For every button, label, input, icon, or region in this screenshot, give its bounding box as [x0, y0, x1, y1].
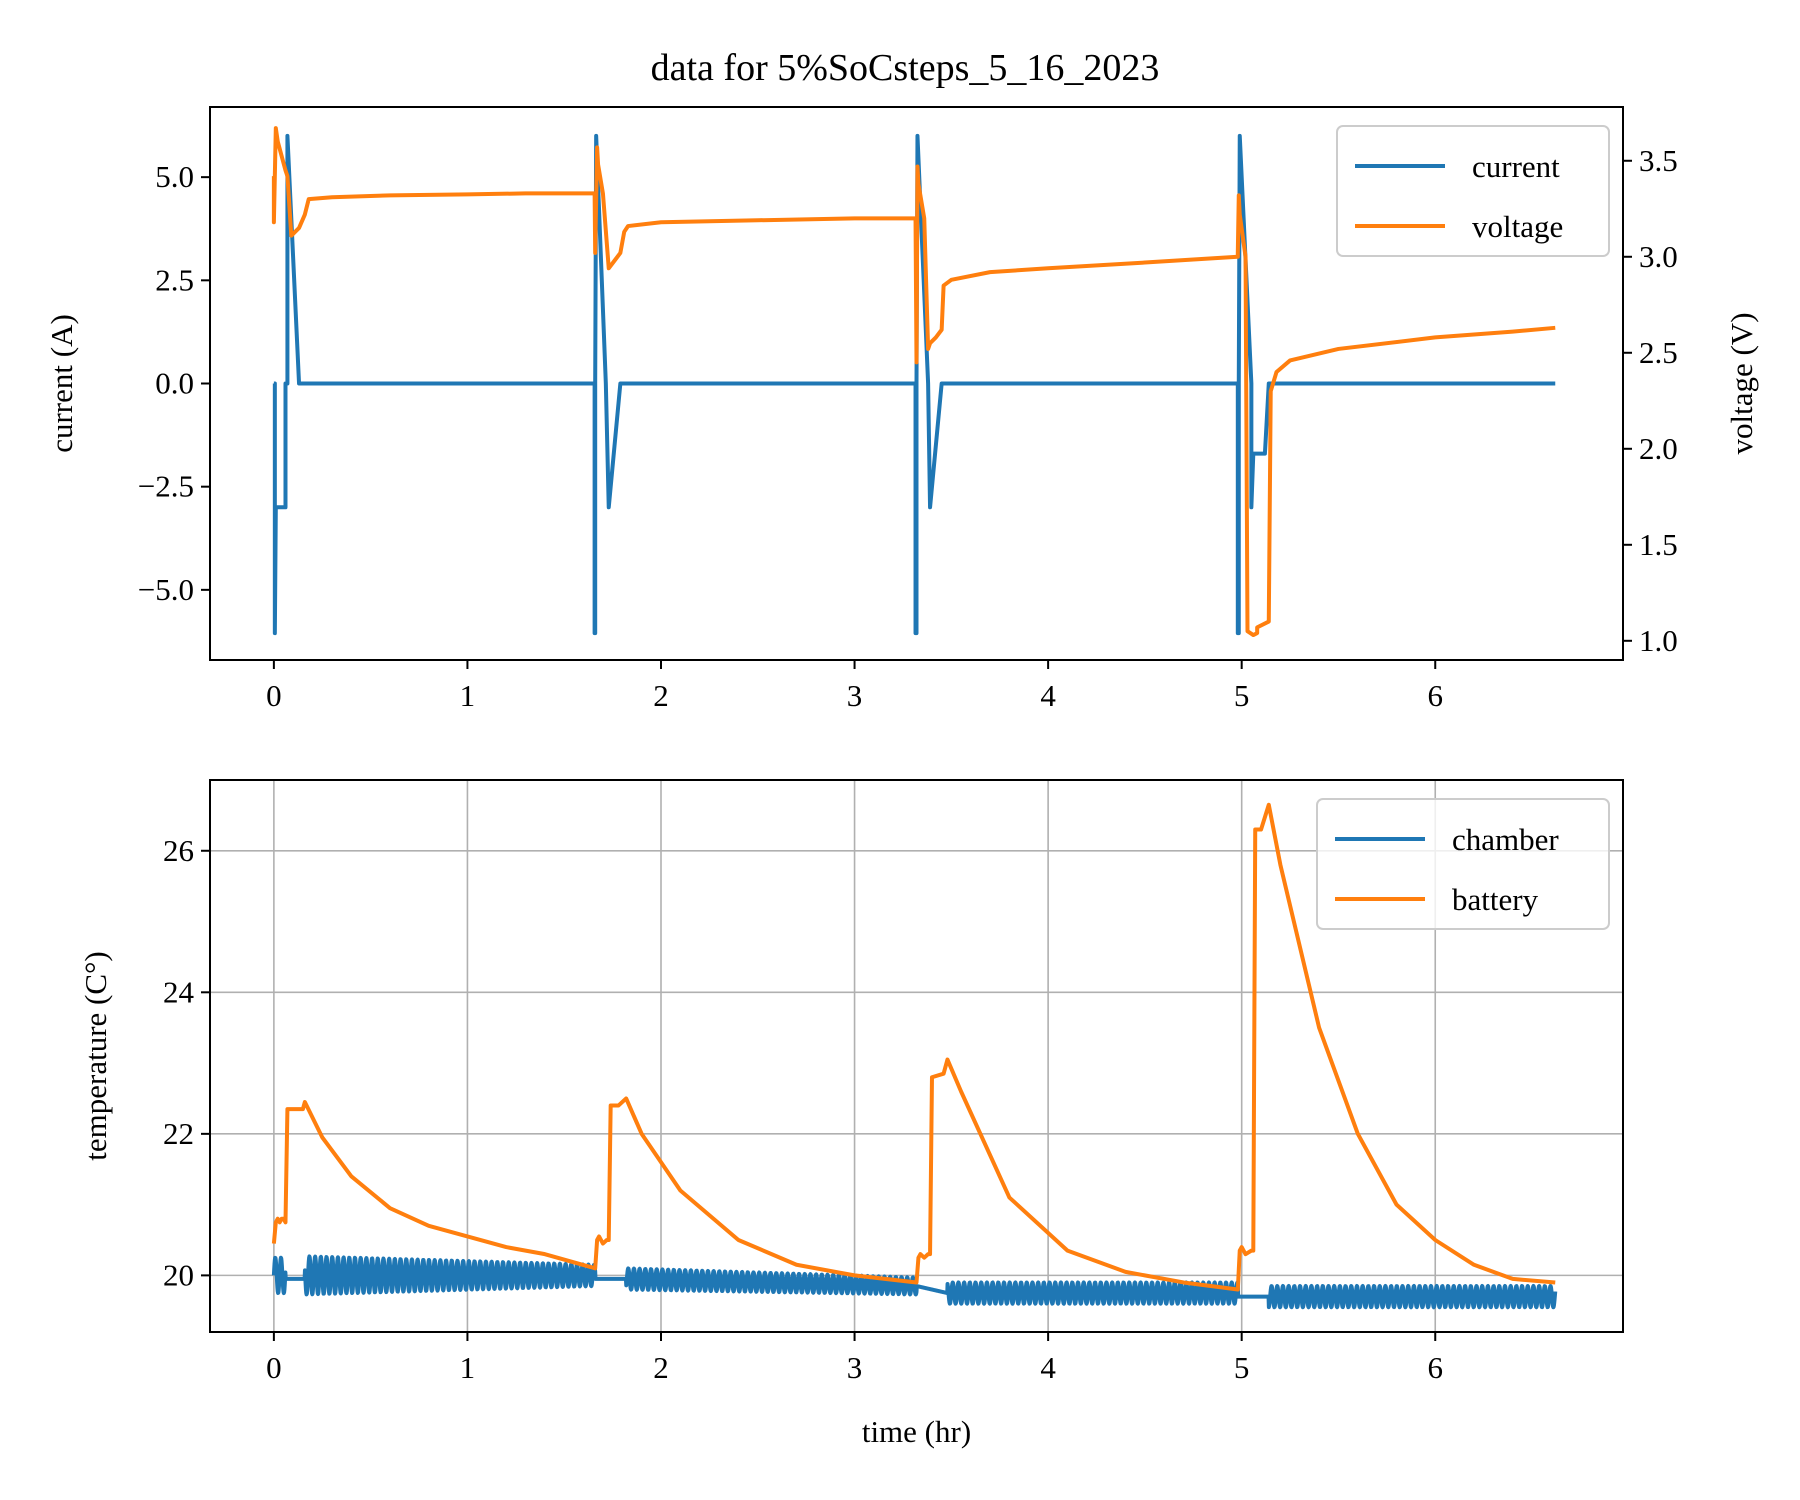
- y2-tick-label: 2.5: [1639, 335, 1678, 370]
- plot-frame: [209, 779, 1624, 1333]
- legend-box: [1336, 125, 1610, 257]
- x-tick-label: 5: [1234, 1350, 1250, 1385]
- legend: current voltage: [1336, 125, 1610, 257]
- series-group: [271, 126, 1556, 638]
- bottom-panel-temperature: 0 1 2 3 4 5 6 20 22 24 26 temperature (C°) time (hr)…: [78, 779, 1624, 1449]
- x-tick-label: 0: [266, 1350, 282, 1385]
- y2-axis-label: voltage (V): [1724, 312, 1759, 454]
- x-tick-label: 4: [1040, 678, 1056, 713]
- y-tick-label: −5.0: [138, 572, 194, 607]
- y-axis-label: temperature (C°): [78, 951, 113, 1161]
- chart-title: data for 5%SoCsteps_5_16_2023: [651, 47, 1160, 89]
- y-tick-label: 24: [163, 974, 195, 1009]
- y-tick-label: 26: [163, 833, 194, 868]
- top-panel-current-voltage: 0 1 2 3 4 5 6 −5.0 −2.5 0.0 2.5 5.0 1.0 1.5 2.0 2.5 3.0 3…: [44, 106, 1759, 713]
- y2-tick-label: 1.5: [1639, 527, 1678, 562]
- series-line-voltage: [271, 126, 1556, 638]
- x-tick-label: 4: [1040, 1350, 1056, 1385]
- y2-tick-label: 2.0: [1639, 431, 1678, 466]
- y-tick-label: −2.5: [138, 469, 194, 504]
- legend-label-chamber: chamber: [1452, 822, 1559, 857]
- legend-label-battery: battery: [1452, 882, 1539, 917]
- series-group: [271, 802, 1558, 1310]
- series-line-battery: [271, 802, 1556, 1292]
- y-tick-label: 22: [163, 1116, 194, 1151]
- x-tick-label: 2: [653, 678, 669, 713]
- x-axis-label: time (hr): [862, 1414, 971, 1449]
- y-tick-label: 20: [163, 1257, 194, 1292]
- y2-tick-label: 1.0: [1639, 623, 1678, 658]
- series-line-chamber: [271, 1254, 1558, 1310]
- y-tick-label: 5.0: [155, 159, 194, 194]
- y-tick-label: 0.0: [155, 366, 194, 401]
- legend-box: [1316, 798, 1610, 930]
- legend-label-current: current: [1472, 149, 1560, 184]
- x-tick-label: 6: [1427, 678, 1443, 713]
- x-tick-label: 6: [1427, 1350, 1443, 1385]
- x-tick-label: 5: [1234, 678, 1250, 713]
- x-tick-label: 0: [266, 678, 282, 713]
- y2-tick-label: 3.5: [1639, 143, 1678, 178]
- y-tick-label: 2.5: [155, 262, 194, 297]
- x-tick-label: 3: [847, 678, 863, 713]
- x-tick-label: 1: [460, 678, 476, 713]
- y2-tick-label: 3.0: [1639, 239, 1678, 274]
- legend-label-voltage: voltage: [1472, 209, 1563, 244]
- x-tick-label: 3: [847, 1350, 863, 1385]
- x-tick-label: 2: [653, 1350, 669, 1385]
- y-axis-label: current (A): [44, 314, 79, 453]
- legend: chamber battery: [1316, 798, 1610, 930]
- x-tick-label: 1: [460, 1350, 476, 1385]
